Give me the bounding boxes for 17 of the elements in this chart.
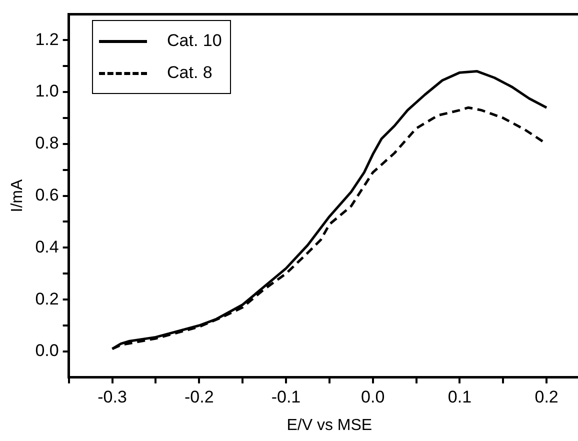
y-tick-label: 1.2	[35, 30, 59, 49]
x-tick-label: -0.1	[271, 387, 301, 406]
legend-label: Cat. 8	[167, 63, 212, 83]
x-axis-title: E/V vs MSE	[286, 416, 372, 434]
y-tick-label: 0.2	[35, 289, 59, 308]
legend-label: Cat. 10	[167, 31, 222, 51]
x-tick-label: 0.2	[534, 387, 558, 406]
x-tick-label: -0.3	[98, 387, 127, 406]
x-tick-label: 0.1	[448, 387, 472, 406]
x-tick-label: 0.0	[361, 387, 385, 406]
y-tick-label: 0.6	[35, 185, 59, 204]
y-tick-label: 0.0	[35, 341, 59, 360]
y-tick-label: 0.8	[35, 134, 59, 153]
y-axis-title: I/mA	[9, 179, 26, 212]
y-tick-label: 0.4	[35, 237, 59, 256]
y-tick-label: 1.0	[35, 82, 59, 101]
x-tick-label: -0.2	[184, 387, 214, 406]
